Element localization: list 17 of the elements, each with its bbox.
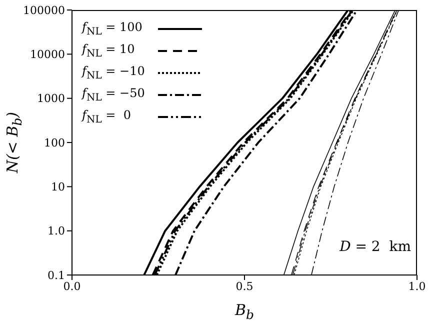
y-tick-label: 0.1 [48,268,65,282]
y-tick-label: 100 [44,136,65,150]
x-tick-label: 0.5 [236,280,254,293]
x-axis-title: B$_{b}$ [234,301,256,322]
y-tick-label: 10000 [30,48,65,62]
legend-label: f$_{NL}$ = 10 [82,42,136,60]
x-tick-label: 1.0 [408,280,426,293]
y-tick-label: 1.0 [48,224,65,238]
y-tick-label: 100000 [23,4,65,17]
legend-label: f$_{NL}$ = 0 [82,108,132,126]
legend-label: f$_{NL}$ = −10 [82,64,146,82]
annotation: D = 2 km [340,239,411,255]
y-tick-label: 10 [51,180,65,194]
legend-label: f$_{NL}$ = 100 [82,20,144,38]
legend-label: f$_{NL}$ = −50 [82,86,146,104]
x-tick-label: 0.0 [63,280,81,293]
y-tick-label: 1000 [37,92,65,106]
